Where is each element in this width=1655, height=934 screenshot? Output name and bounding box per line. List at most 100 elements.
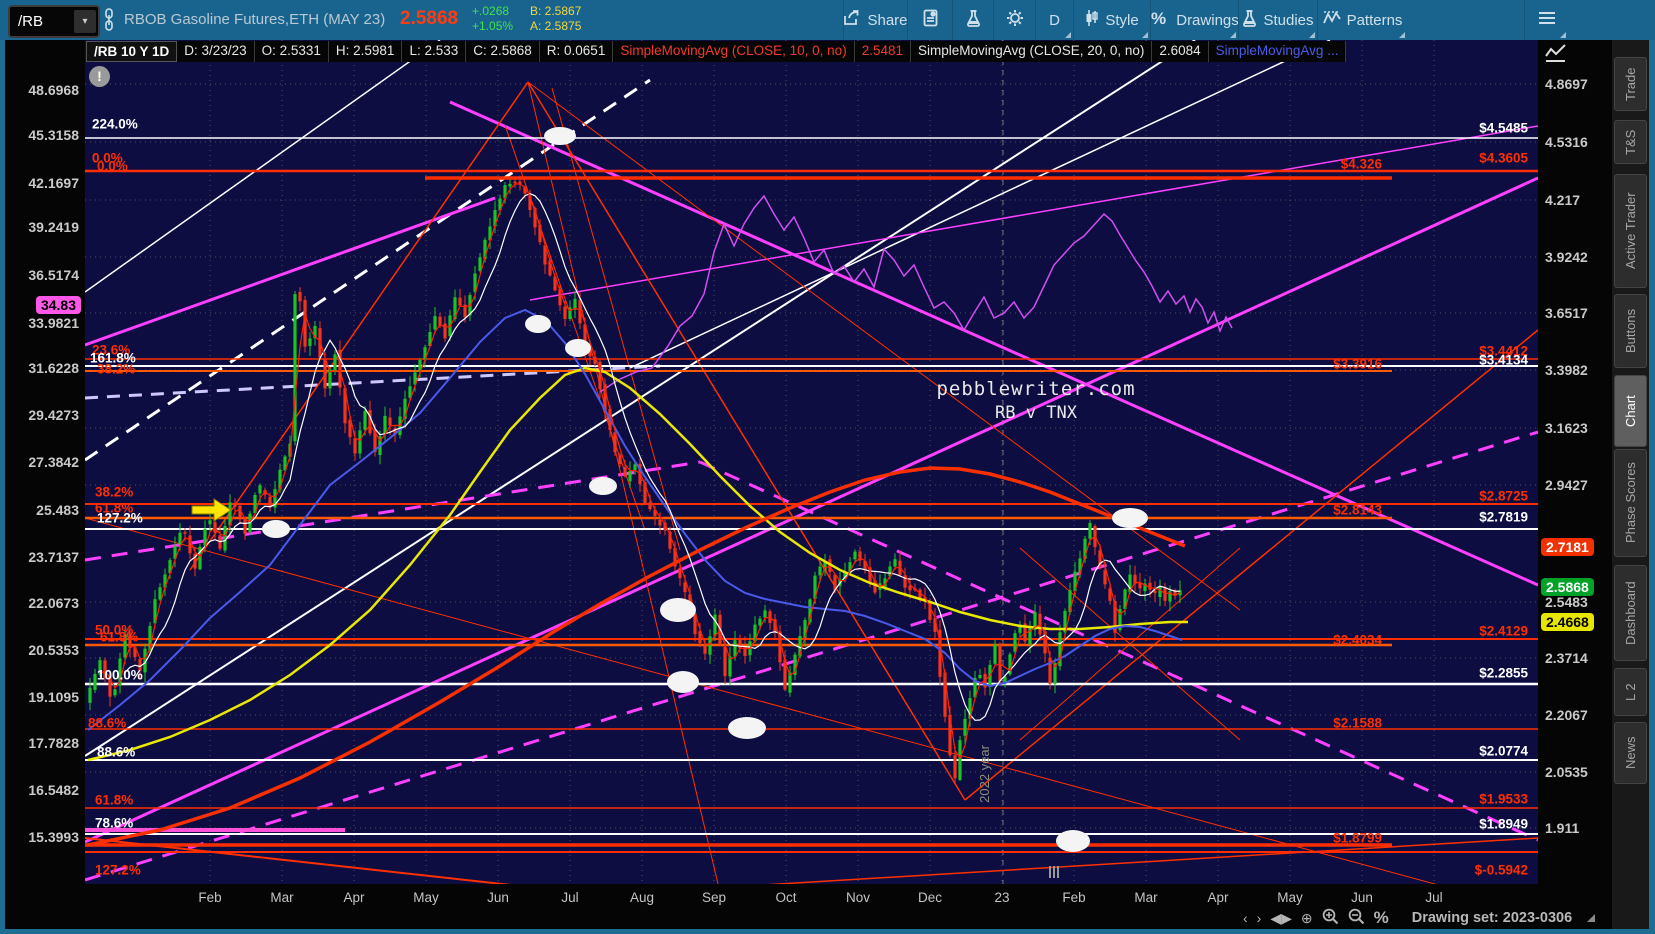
link-icon[interactable] <box>102 8 116 32</box>
page-left-icon[interactable]: ‹ <box>1243 910 1248 926</box>
candle-icon <box>1085 9 1099 31</box>
candle-body <box>508 183 512 187</box>
candle-body <box>578 300 582 324</box>
header-segment[interactable]: SimpleMovingAvg ... <box>1208 41 1347 62</box>
trendline[interactable] <box>85 176 1538 844</box>
candle-body <box>173 546 177 559</box>
pan-icon[interactable]: ⊕ <box>1300 910 1313 926</box>
studies-button-label: Studies <box>1263 11 1314 29</box>
patterns-button[interactable]: Patterns <box>1317 0 1407 40</box>
chart-plot-area[interactable] <box>85 40 1538 884</box>
candle-body <box>1128 574 1132 593</box>
settings-button[interactable] <box>993 0 1035 40</box>
trendline[interactable] <box>527 81 719 884</box>
left-price-axis[interactable]: 48.6968 45.3158 42.1697 39.2419 36.5174 33.98… <box>5 40 85 884</box>
right-axis-tick: 3.1623 <box>1545 420 1588 436</box>
candle-body <box>328 369 332 389</box>
candle-body <box>668 531 672 549</box>
candle-body <box>428 331 432 347</box>
highlight-ellipse[interactable] <box>660 598 696 622</box>
candle-body <box>598 361 602 389</box>
highlight-ellipse[interactable] <box>525 315 551 333</box>
candle-body <box>293 294 297 442</box>
trendline[interactable] <box>350 837 1538 910</box>
trendline[interactable] <box>85 460 701 562</box>
highlight-ellipse[interactable] <box>589 477 617 495</box>
doc-info-icon <box>923 9 938 31</box>
trendline[interactable] <box>529 125 1538 301</box>
ohlc-header: /RB 10 Y 1D D: 3/23/23 O: 2.5331 H: 2.5981 L… <box>86 41 1347 62</box>
chart-title-segment[interactable]: /RB 10 Y 1D <box>86 41 178 62</box>
time-axis[interactable]: Feb Mar Apr May Jun Jul Aug Sep Oct Nov Dec 23 Feb Ma… <box>5 884 1649 929</box>
header-segment: R: 0.0651 <box>539 41 614 62</box>
share-button-label: Share <box>867 11 908 29</box>
symbol-dropdown-button[interactable]: ▾ <box>74 10 96 33</box>
trendline[interactable] <box>85 430 1538 882</box>
highlight-ellipse[interactable] <box>1112 508 1148 528</box>
trendline[interactable] <box>449 100 1538 587</box>
price-change: +.0268 +1.05% <box>472 4 514 33</box>
trendline[interactable] <box>551 87 681 551</box>
beaker-button[interactable] <box>952 0 993 40</box>
percent-scale-icon[interactable]: % <box>1373 908 1389 927</box>
candle-body <box>603 384 607 412</box>
expand-time-icon[interactable]: ◀▶ <box>1270 910 1292 926</box>
trendline[interactable] <box>85 196 496 347</box>
candle-body <box>408 386 412 398</box>
trendline[interactable] <box>699 460 1538 842</box>
tnx-comparison-line <box>599 194 1233 393</box>
header-segment[interactable]: SimpleMovingAvg (CLOSE, 10, 0, no) <box>613 41 855 62</box>
trendline[interactable] <box>85 40 441 293</box>
candle-body <box>723 646 727 677</box>
candle-body <box>108 676 112 697</box>
resize-corner-icon[interactable] <box>1587 914 1596 922</box>
candle-body <box>113 689 117 696</box>
news-button[interactable] <box>907 0 952 40</box>
highlight-ellipse[interactable] <box>1056 830 1090 852</box>
highlight-ellipse[interactable] <box>728 717 766 739</box>
trendline[interactable] <box>85 78 651 462</box>
share-button[interactable]: Share <box>843 0 908 40</box>
drawing-set-label[interactable]: Drawing set: 2023-0306 <box>1411 910 1573 926</box>
style-button[interactable]: Style <box>1073 0 1150 40</box>
header-segment[interactable]: SimpleMovingAvg (CLOSE, 20, 0, no) <box>910 41 1153 62</box>
trendline[interactable] <box>85 837 720 908</box>
page-right-icon[interactable]: › <box>1256 910 1262 926</box>
chart-maximize-icon[interactable] <box>1543 42 1569 64</box>
zoom-in-icon[interactable] <box>1322 908 1339 929</box>
alert-exclamation-icon[interactable]: ! <box>89 66 110 87</box>
trendline[interactable] <box>964 329 1538 801</box>
highlight-ellipse[interactable] <box>565 339 591 357</box>
candle-body <box>1168 591 1172 602</box>
candle-body <box>758 618 762 626</box>
studies-button[interactable]: Studies <box>1238 0 1317 40</box>
candle-body <box>203 528 207 546</box>
time-axis-tick: Apr <box>343 890 365 905</box>
trendline[interactable] <box>85 364 661 400</box>
candle-body <box>98 660 102 675</box>
zoom-out-icon[interactable] <box>1348 908 1365 929</box>
left-axis-tick: 36.5174 <box>28 267 79 283</box>
trendline[interactable] <box>189 81 529 571</box>
candle-body <box>88 687 92 703</box>
menu-button[interactable] <box>1524 0 1568 40</box>
trendline[interactable] <box>527 81 966 801</box>
candle-body <box>908 585 912 591</box>
candle-body <box>443 323 447 339</box>
candle-body <box>743 645 747 656</box>
yellow-arrow-annotation[interactable] <box>191 498 232 522</box>
drawings-button[interactable]: % Drawings <box>1150 0 1239 40</box>
highlight-ellipse[interactable] <box>544 127 576 145</box>
candle-body <box>548 260 552 276</box>
timeframe-button-label: D <box>1049 11 1060 29</box>
highlight-ellipse[interactable] <box>262 520 290 538</box>
candle-body <box>813 575 817 599</box>
timeframe-button[interactable]: D <box>1035 0 1073 40</box>
right-price-axis[interactable]: 4.8697 4.5316 4.217 3.9242 3.6517 3.3982 3.162… <box>1538 40 1612 884</box>
dropdown-caret-icon <box>1399 32 1405 38</box>
trendline[interactable] <box>629 40 1331 369</box>
symbol-input[interactable]: /RB ▾ <box>8 5 100 38</box>
highlight-ellipse[interactable] <box>667 671 699 693</box>
candle-body <box>393 428 397 435</box>
